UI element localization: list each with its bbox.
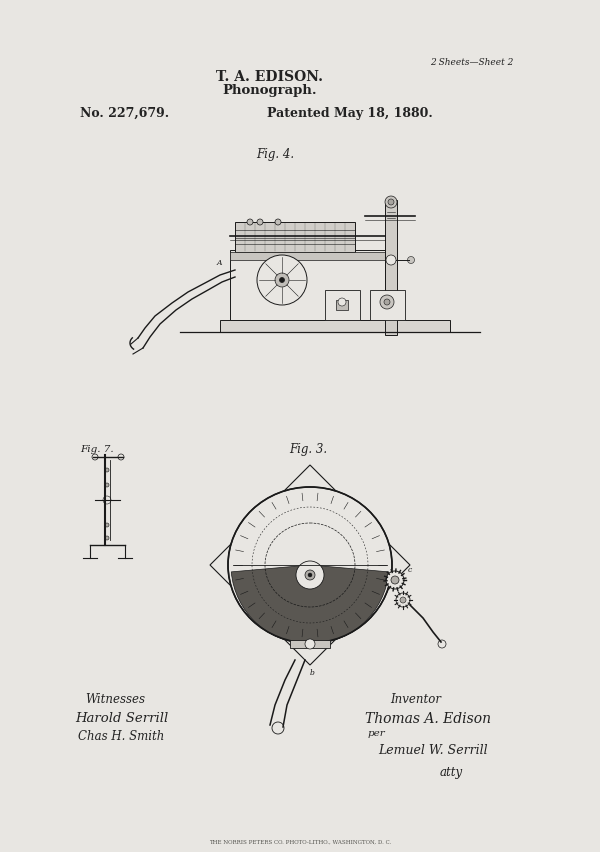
Circle shape <box>118 454 124 460</box>
Text: Inventor: Inventor <box>390 693 441 706</box>
Text: Witnesses: Witnesses <box>85 693 145 706</box>
Circle shape <box>272 722 284 734</box>
Text: Phonograph.: Phonograph. <box>223 84 317 97</box>
Circle shape <box>386 255 396 265</box>
Text: Patented May 18, 1880.: Patented May 18, 1880. <box>267 107 433 120</box>
Bar <box>230 250 385 320</box>
Ellipse shape <box>228 487 392 643</box>
Bar <box>336 300 348 310</box>
Circle shape <box>308 573 312 577</box>
Bar <box>235 222 355 252</box>
Circle shape <box>407 256 415 263</box>
Bar <box>370 290 405 320</box>
Text: atty: atty <box>440 766 463 779</box>
Circle shape <box>396 593 410 607</box>
Circle shape <box>338 298 346 306</box>
Circle shape <box>296 561 324 589</box>
Circle shape <box>257 219 263 225</box>
Circle shape <box>438 640 446 648</box>
Bar <box>230 252 385 260</box>
Circle shape <box>247 219 253 225</box>
Circle shape <box>92 454 98 460</box>
Circle shape <box>275 219 281 225</box>
Text: Fig. 7.: Fig. 7. <box>80 445 113 454</box>
Text: c: c <box>408 566 412 574</box>
Text: l: l <box>308 538 311 547</box>
Circle shape <box>105 523 109 527</box>
Circle shape <box>280 278 284 283</box>
Text: Harold Serrill: Harold Serrill <box>75 712 168 725</box>
Circle shape <box>388 199 394 205</box>
Circle shape <box>105 468 109 472</box>
Text: Fig. 3.: Fig. 3. <box>289 443 327 456</box>
Wedge shape <box>232 565 389 644</box>
Circle shape <box>385 196 397 208</box>
Circle shape <box>105 483 109 487</box>
Text: b: b <box>310 669 314 677</box>
Circle shape <box>305 570 315 580</box>
Circle shape <box>305 639 315 649</box>
Text: per: per <box>368 729 386 738</box>
Text: Lemuel W. Serrill: Lemuel W. Serrill <box>378 744 488 757</box>
Text: No. 227,679.: No. 227,679. <box>80 107 169 120</box>
Circle shape <box>257 255 307 305</box>
Circle shape <box>400 597 406 603</box>
Text: A: A <box>217 259 223 267</box>
Bar <box>325 290 360 320</box>
Text: Thomas A. Edison: Thomas A. Edison <box>365 712 491 726</box>
Circle shape <box>386 571 404 589</box>
Text: 2 Sheets—Sheet 2: 2 Sheets—Sheet 2 <box>430 58 514 67</box>
Bar <box>385 200 397 335</box>
Circle shape <box>384 299 390 305</box>
Circle shape <box>275 273 289 287</box>
Circle shape <box>103 496 111 504</box>
Text: Chas H. Smith: Chas H. Smith <box>78 730 164 743</box>
Text: Fig. 4.: Fig. 4. <box>256 148 294 161</box>
Polygon shape <box>210 465 410 665</box>
Circle shape <box>105 536 109 540</box>
Circle shape <box>391 576 399 584</box>
Text: THE NORRIS PETERS CO. PHOTO-LITHO., WASHINGTON, D. C.: THE NORRIS PETERS CO. PHOTO-LITHO., WASH… <box>209 840 391 845</box>
Circle shape <box>380 295 394 309</box>
Bar <box>290 640 330 648</box>
Text: T. A. EDISON.: T. A. EDISON. <box>217 70 323 84</box>
Bar <box>220 320 450 332</box>
